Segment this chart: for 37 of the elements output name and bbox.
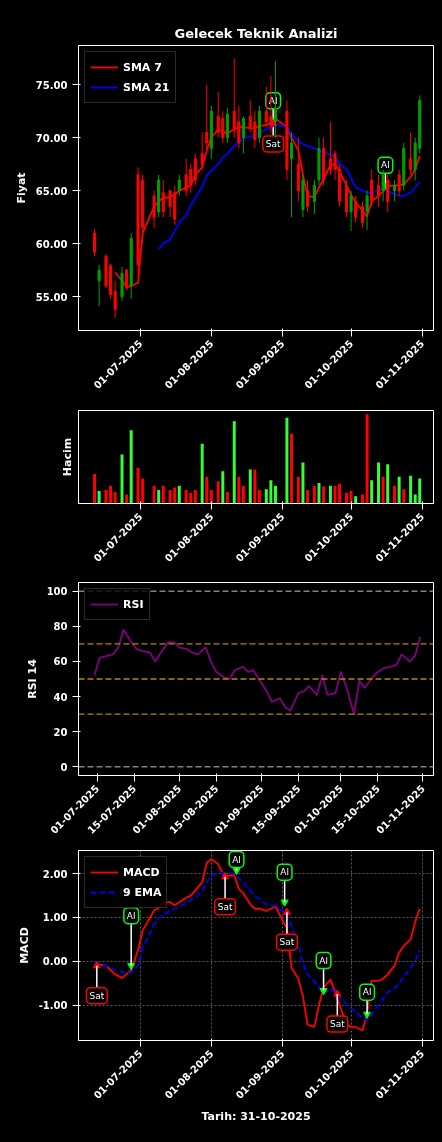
legend-label: SMA 7 [123, 60, 162, 74]
legend-label: SMA 21 [123, 80, 170, 94]
y-tick-label: 75.00 [35, 79, 68, 91]
y-tick-label: 2.00 [42, 868, 68, 880]
y-tick-label: 20 [53, 726, 68, 738]
y-tick-label: 65.00 [35, 185, 68, 197]
y-tick-label: 80 [53, 621, 68, 633]
y-tick-label: 0 [60, 761, 68, 773]
x-axis-title: Tarih: 31-10-2025 [201, 1110, 311, 1124]
legend-label: MACD [123, 865, 160, 879]
text: Sat [217, 901, 233, 912]
y-tick-label: 60 [53, 656, 68, 668]
series-label: Sat [265, 138, 282, 149]
y-axis-title: Fiyat [14, 172, 28, 204]
y-tick-label: 60.00 [35, 238, 68, 250]
text: Al [362, 987, 372, 998]
y-tick-label: -1.00 [38, 1000, 68, 1012]
text: Al [280, 867, 289, 878]
text: Al [381, 160, 390, 171]
y-tick-label: 1.00 [42, 912, 68, 924]
text: Al [319, 955, 328, 966]
y-tick-label: 100 [46, 586, 68, 598]
text: Sat [89, 990, 105, 1001]
y-tick-label: 0.00 [42, 956, 68, 968]
series-label: Al [232, 854, 241, 865]
y-tick-label: 40 [53, 691, 68, 703]
y-axis-title: Hacim [60, 437, 74, 477]
y-tick-label: 55.00 [35, 291, 68, 303]
y-axis-title: RSI 14 [25, 658, 39, 699]
text: Al [126, 910, 136, 921]
legend-label: 9 EMA [123, 885, 162, 899]
legend-label: RSI [123, 597, 144, 611]
text: Sat [329, 1019, 346, 1030]
chart-title: Gelecek Teknik Analizi [174, 25, 338, 41]
y-axis-title: MACD [17, 927, 31, 964]
text: Sat [279, 937, 295, 948]
y-tick-label: 70.00 [35, 132, 68, 144]
